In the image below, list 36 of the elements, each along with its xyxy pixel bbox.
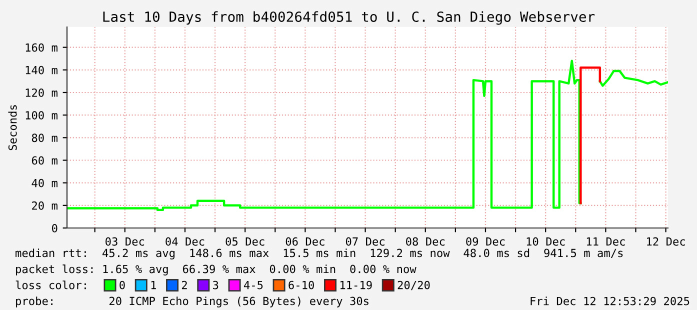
x-tick-label: 07 Dec [346, 237, 384, 246]
legend-label: 11-19 [340, 280, 372, 290]
legend-label: 4-5 [244, 280, 263, 290]
x-tick-label: 04 Dec [166, 237, 204, 246]
x-tick-label: 10 Dec [526, 237, 565, 246]
x-tick-label: 12 Dec [647, 237, 685, 246]
text: packet loss: 1.65 % avg 66.39 % max 0.00 % min 0.00 % now [16, 264, 416, 276]
y-tick-label: 140 m [26, 66, 58, 74]
x-tick-label: 09 Dec [466, 237, 505, 246]
x-tick-label: 05 Dec [226, 237, 264, 246]
y-tick-label: 20 m [32, 201, 58, 210]
legend-label: 3 [213, 280, 218, 290]
x-tick-label: 08 Dec [406, 237, 445, 246]
y-tick-label: 160 m [26, 43, 58, 52]
line-series [67, 60, 582, 212]
x-tick-label: 06 Dec [286, 237, 324, 246]
y-tick-label: 120 m [26, 88, 58, 97]
text: Fri Dec 12 12:53:29 2025 [530, 296, 690, 306]
x-tick-label: 11 Dec [586, 237, 625, 246]
x-tick-label: 03 Dec [106, 237, 144, 246]
legend-label: 1 [151, 280, 156, 290]
y-tick-label: 80 m [32, 134, 58, 142]
chart-title: Last 10 Days from b400264fd051 to U. C. San Diego Webserver [103, 11, 595, 25]
y-tick-label: 100 m [26, 111, 58, 120]
legend-label: 6-10 [288, 280, 314, 290]
y-tick-label: 0 [52, 224, 58, 232]
line-series [598, 70, 668, 87]
text: probe: 20 ICMP Echo Pings (56 Bytes) every 30s [16, 296, 368, 308]
text: median rtt: 45.2 ms avg 148.6 ms max 15.5 ms min 129.2 ms now 48.0 ms sd 941.5 m am/s [16, 248, 623, 260]
legend-label: 0 [120, 280, 125, 290]
legend-label: 20/20 [398, 280, 430, 290]
legend-label: 2 [182, 280, 187, 290]
y-tick-label: 60 m [32, 156, 58, 165]
y-axis-title: Seconds [8, 105, 17, 150]
y-tick-label: 40 m [32, 178, 58, 188]
text: loss color: [16, 280, 86, 290]
